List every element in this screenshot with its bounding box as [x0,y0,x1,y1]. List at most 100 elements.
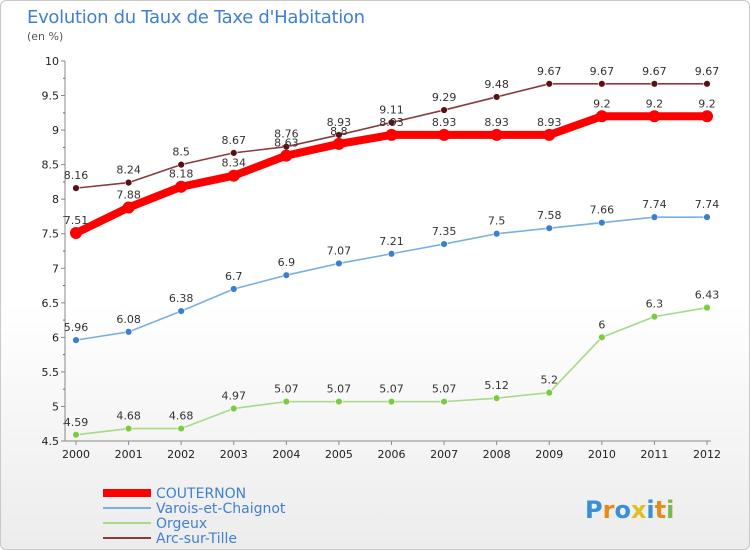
data-label: 9.11 [379,103,404,116]
data-label: 9.29 [432,91,457,104]
data-label: 7.74 [695,198,720,211]
data-point [177,307,185,315]
data-point [650,213,659,221]
data-point [440,106,448,114]
data-point [227,169,240,182]
legend-label: Varois-et-Chaignot [156,501,286,517]
data-point [492,93,501,101]
data-point [332,137,345,150]
data-point [72,431,80,439]
data-label: 8.93 [432,116,457,129]
logo-letter: i [666,496,674,524]
data-point [124,178,133,187]
x-tick-label: 2009 [535,448,563,461]
logo-letter: i [646,496,654,524]
data-point [124,328,133,336]
data-label: 9.67 [590,65,615,78]
data-point [598,333,606,342]
y-tick-label: 6 [52,331,59,344]
y-tick-label: 7.5 [42,228,60,241]
data-label: 8.76 [274,128,299,141]
data-label: 9.67 [537,65,562,78]
x-tick-label: 2000 [62,448,90,461]
proxiti-logo: Proxiti [585,496,674,524]
data-label: 6.7 [225,270,243,283]
data-label: 5.07 [274,383,299,396]
y-tick-label: 9 [52,124,59,137]
y-tick-label: 10 [45,55,59,68]
data-label: 4.97 [222,390,247,403]
data-point [72,336,80,344]
x-tick-label: 2004 [272,448,300,461]
data-label: 5.12 [484,379,509,392]
data-point [543,128,556,141]
x-tick-label: 2003 [220,448,248,461]
data-label: 7.51 [64,214,89,227]
y-tick-label: 6.5 [42,297,60,310]
data-label: 9.2 [698,97,716,110]
data-label: 4.59 [64,416,89,429]
data-label: 6.9 [278,256,296,269]
data-point [650,80,659,88]
data-label: 8.63 [274,137,299,150]
logo-letter: t [655,496,666,524]
data-label: 9.2 [646,97,664,110]
series-orgeux: 4.59 4.68 4.68 4.97 5.07 5.07 5.07 5.07 5.12 5.2 6… [64,289,719,439]
data-point [70,227,82,240]
x-tick-label: 2011 [640,448,668,461]
data-point [492,394,501,402]
data-label: 8.16 [64,169,89,182]
logo-letter: o [614,496,631,524]
y-tick-label: 8 [52,193,59,206]
data-point [230,149,238,157]
data-label: 6.08 [116,313,141,326]
data-label: 7.5 [488,215,506,228]
data-point [703,303,711,312]
data-point [387,397,396,406]
y-tick-label: 4.5 [42,435,60,448]
data-point [335,259,343,268]
data-point [703,80,711,88]
data-label: 8.8 [330,125,348,138]
logo-letter: P [585,496,603,524]
data-label: 8.5 [172,146,190,159]
legend-label: Arc-sur-Tille [156,531,237,547]
data-point [595,110,608,123]
data-point [492,230,501,238]
data-point [230,285,238,293]
data-point [703,213,711,221]
data-label: 7.07 [327,244,352,257]
data-point [124,424,133,433]
data-label: 8.24 [116,164,141,177]
chart-title: Evolution du Taux de Taxe d'Habitation [27,7,365,28]
x-tick-label: 2001 [115,448,143,461]
logo-letter: r [603,496,615,524]
data-label: 8.93 [484,116,509,129]
y-tick-label: 7 [52,262,59,275]
data-label: 7.66 [590,204,615,217]
data-point [177,424,185,433]
data-point [545,80,553,88]
data-label: 4.68 [116,410,141,423]
data-point [385,128,398,141]
data-label: 7.35 [432,225,457,238]
data-label: 9.67 [642,65,667,78]
data-point [335,397,343,406]
data-label: 6.38 [169,292,194,305]
data-point [490,128,503,141]
data-point [440,240,448,248]
data-point [282,397,291,406]
data-label: 5.96 [64,321,89,334]
data-label: 7.74 [642,198,667,211]
data-point [72,184,80,192]
data-point [598,80,606,88]
data-point [387,118,396,127]
data-label: 8.93 [537,116,562,129]
x-tick-label: 2002 [167,448,195,461]
data-label: 9.48 [484,78,509,91]
x-tick-label: 2010 [588,448,616,461]
data-label: 8.93 [379,116,404,129]
data-point [545,388,553,397]
